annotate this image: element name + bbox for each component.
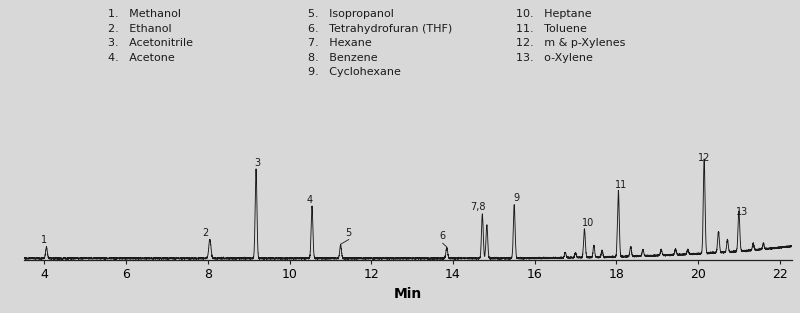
Text: 12: 12 — [698, 153, 710, 163]
Text: 6: 6 — [440, 231, 446, 241]
Text: 3: 3 — [254, 158, 261, 168]
Text: 9: 9 — [513, 193, 519, 203]
Text: 2: 2 — [202, 228, 209, 238]
Text: 1.   Methanol
2.   Ethanol
3.   Acetonitrile
4.   Acetone: 1. Methanol 2. Ethanol 3. Acetonitrile 4… — [108, 9, 193, 63]
Text: 10: 10 — [582, 218, 594, 228]
X-axis label: Min: Min — [394, 287, 422, 301]
Text: 7,8: 7,8 — [470, 202, 485, 212]
Text: 10.   Heptane
11.   Toluene
12.   m & p-Xylenes
13.   o-Xylene: 10. Heptane 11. Toluene 12. m & p-Xylene… — [516, 9, 626, 63]
Text: 5: 5 — [346, 228, 352, 238]
Text: 4: 4 — [307, 195, 313, 205]
Text: 1: 1 — [42, 235, 47, 245]
Text: 13: 13 — [736, 207, 748, 217]
Text: 11: 11 — [615, 181, 627, 190]
Text: 5.   Isopropanol
6.   Tetrahydrofuran (THF)
7.   Hexane
8.   Benzene
9.   Cycloh: 5. Isopropanol 6. Tetrahydrofuran (THF) … — [308, 9, 452, 77]
